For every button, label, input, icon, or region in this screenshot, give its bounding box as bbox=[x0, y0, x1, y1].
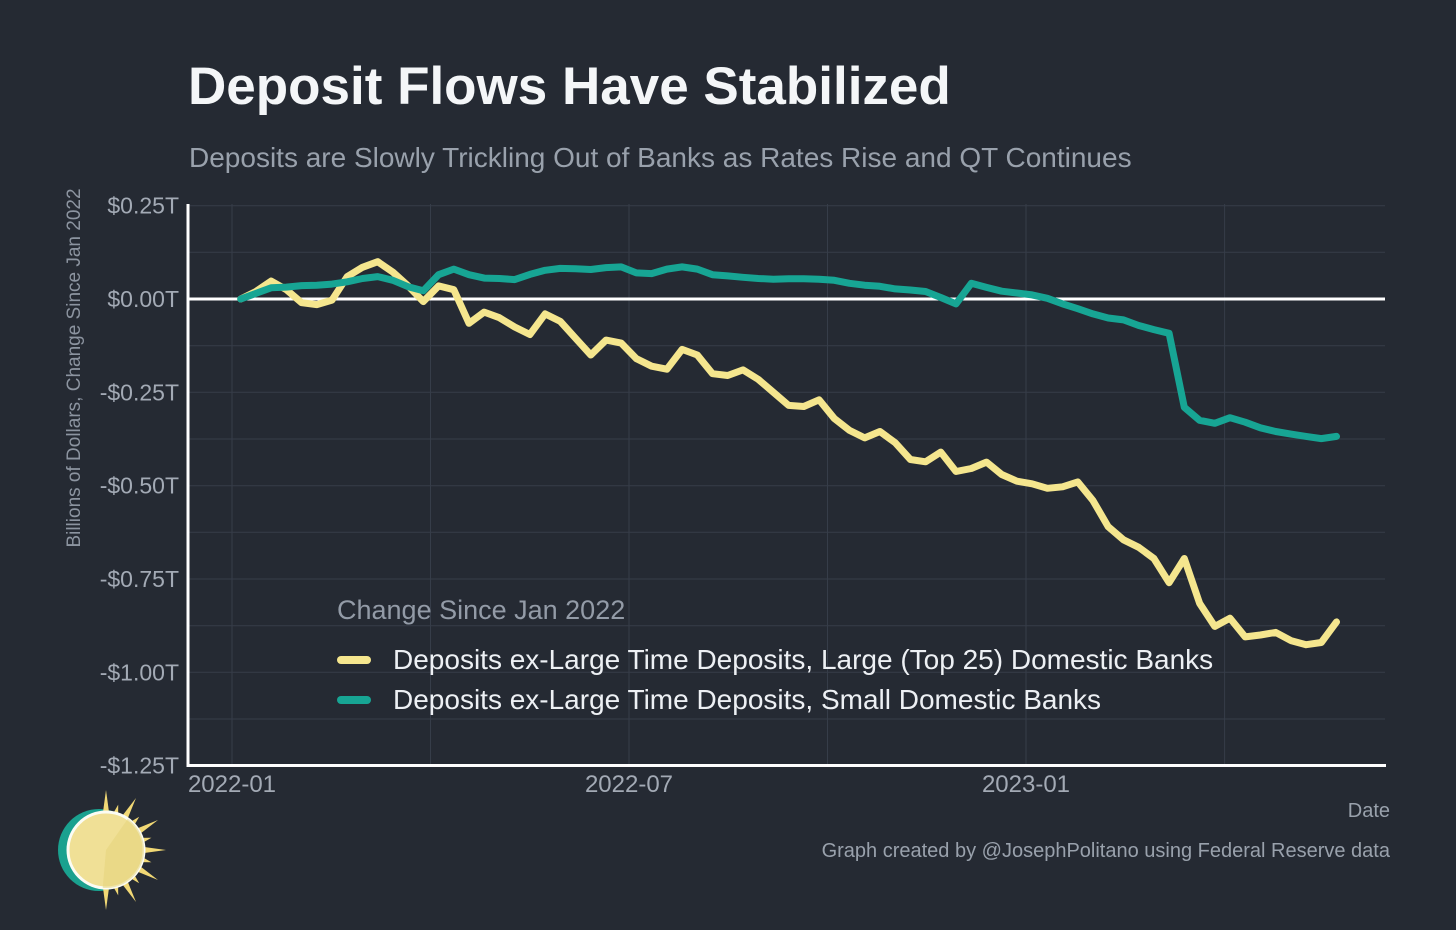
credit-text: Graph created by @JosephPolitano using F… bbox=[821, 840, 1390, 862]
legend-label-large-banks: Deposits ex-Large Time Deposits, Large (… bbox=[393, 644, 1214, 675]
sun-logo bbox=[58, 790, 166, 910]
y-tick-label: -$0.25T bbox=[100, 379, 179, 405]
legend-row-small-banks: Deposits ex-Large Time Deposits, Small D… bbox=[337, 680, 1213, 720]
y-tick-label: $0.00T bbox=[107, 286, 179, 312]
series-line-small-banks bbox=[237, 263, 1340, 443]
x-axis-title: Date bbox=[1347, 800, 1390, 822]
legend-row-large-banks: Deposits ex-Large Time Deposits, Large (… bbox=[337, 640, 1213, 680]
y-tick-label: $0.25T bbox=[107, 193, 179, 219]
sun-ray bbox=[102, 882, 110, 910]
y-tick-label: -$0.50T bbox=[100, 473, 179, 499]
sun-ray bbox=[138, 846, 166, 854]
y-tick-label: -$1.00T bbox=[100, 659, 179, 685]
legend: Change Since Jan 2022 Deposits ex-Large … bbox=[337, 595, 1213, 720]
sun-ray bbox=[102, 790, 110, 818]
large-banks-swatch-icon bbox=[337, 656, 371, 664]
y-axis-title: Billions of Dollars, Change Since Jan 20… bbox=[64, 188, 85, 548]
small-banks-swatch-icon bbox=[337, 696, 371, 704]
legend-label-small-banks: Deposits ex-Large Time Deposits, Small D… bbox=[393, 684, 1102, 715]
chart-title: Deposit Flows Have Stabilized bbox=[188, 57, 951, 116]
legend-title: Change Since Jan 2022 bbox=[337, 595, 626, 625]
chart-subtitle: Deposits are Slowly Trickling Out of Ban… bbox=[189, 142, 1132, 173]
x-tick-label: 2022-01 bbox=[188, 771, 276, 798]
x-tick-label: 2022-07 bbox=[585, 771, 673, 798]
x-tick-label: 2023-01 bbox=[982, 771, 1070, 798]
y-tick-label: -$1.25T bbox=[100, 753, 179, 779]
sun-disc-wedge bbox=[102, 818, 145, 889]
y-tick-label: -$0.75T bbox=[100, 566, 179, 592]
series-line-large-banks bbox=[237, 258, 1340, 649]
